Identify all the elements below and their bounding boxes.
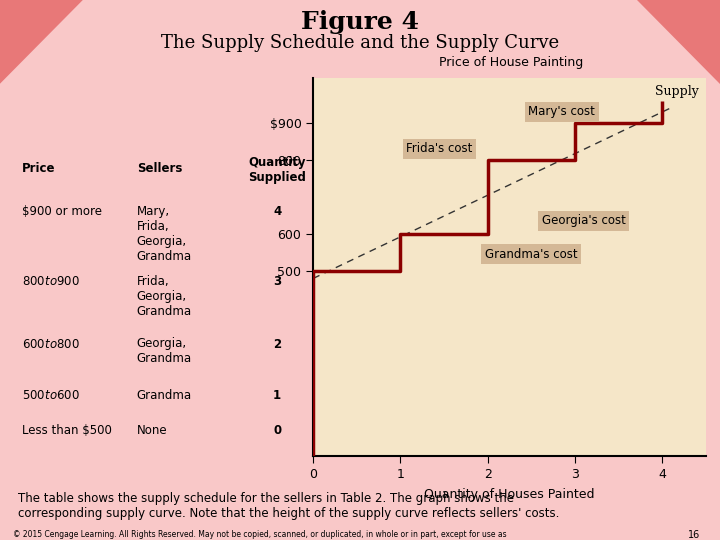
Text: Supply: Supply [654,85,698,98]
Text: © 2015 Cengage Learning. All Rights Reserved. May not be copied, scanned, or dup: © 2015 Cengage Learning. All Rights Rese… [13,530,521,540]
Text: 2: 2 [273,338,282,350]
Text: None: None [137,424,168,437]
Text: Mary,
Frida,
Georgia,
Grandma: Mary, Frida, Georgia, Grandma [137,205,192,263]
Text: 3: 3 [273,275,282,288]
Text: Sellers: Sellers [137,162,182,175]
Text: $800 to $900: $800 to $900 [22,275,79,288]
Text: Mary's cost: Mary's cost [528,105,595,118]
Text: 0: 0 [273,424,282,437]
X-axis label: Quantity of Houses Painted: Quantity of Houses Painted [424,488,595,501]
Text: $900 or more: $900 or more [22,205,102,218]
Text: 16: 16 [688,530,700,540]
Text: Grandma's cost: Grandma's cost [485,248,577,261]
Text: Quantity
Supplied: Quantity Supplied [248,156,306,184]
Text: $500 to $600: $500 to $600 [22,389,79,402]
Text: Georgia,
Grandma: Georgia, Grandma [137,338,192,366]
Text: The table shows the supply schedule for the sellers in Table 2. The graph shows : The table shows the supply schedule for … [18,492,559,521]
Text: Less than $500: Less than $500 [22,424,112,437]
Text: Price of House Painting: Price of House Painting [439,56,583,69]
Text: Grandma: Grandma [137,389,192,402]
Text: Frida's cost: Frida's cost [407,142,473,155]
Text: 4: 4 [273,205,282,218]
Text: Figure 4: Figure 4 [301,10,419,33]
Text: The Supply Schedule and the Supply Curve: The Supply Schedule and the Supply Curve [161,34,559,52]
Text: $600 to $800: $600 to $800 [22,338,79,350]
Text: Georgia's cost: Georgia's cost [541,214,626,227]
Text: 1: 1 [273,389,282,402]
Text: Frida,
Georgia,
Grandma: Frida, Georgia, Grandma [137,275,192,319]
Text: Price: Price [22,162,55,175]
